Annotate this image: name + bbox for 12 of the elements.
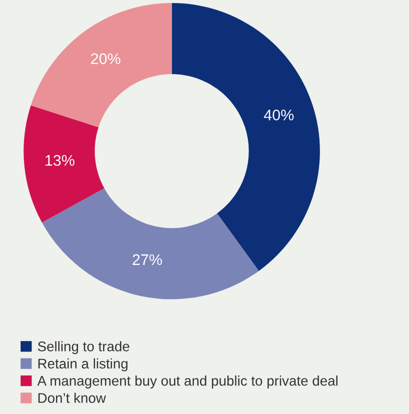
donut-slice [24,105,104,222]
legend-label: A management buy out and public to private deal [37,376,338,388]
data-label: 13% [46,154,74,166]
data-label: 20% [91,53,120,64]
data-label: 27% [132,254,162,266]
legend-label: Retain a listing [38,358,128,372]
legend-label: Don’t know [38,392,106,403]
legend-label: Selling to trade [38,341,130,354]
donut-slice [42,188,259,300]
donut-slice [30,2,172,128]
data-label: 40% [264,110,294,120]
donut-slice [172,2,320,271]
